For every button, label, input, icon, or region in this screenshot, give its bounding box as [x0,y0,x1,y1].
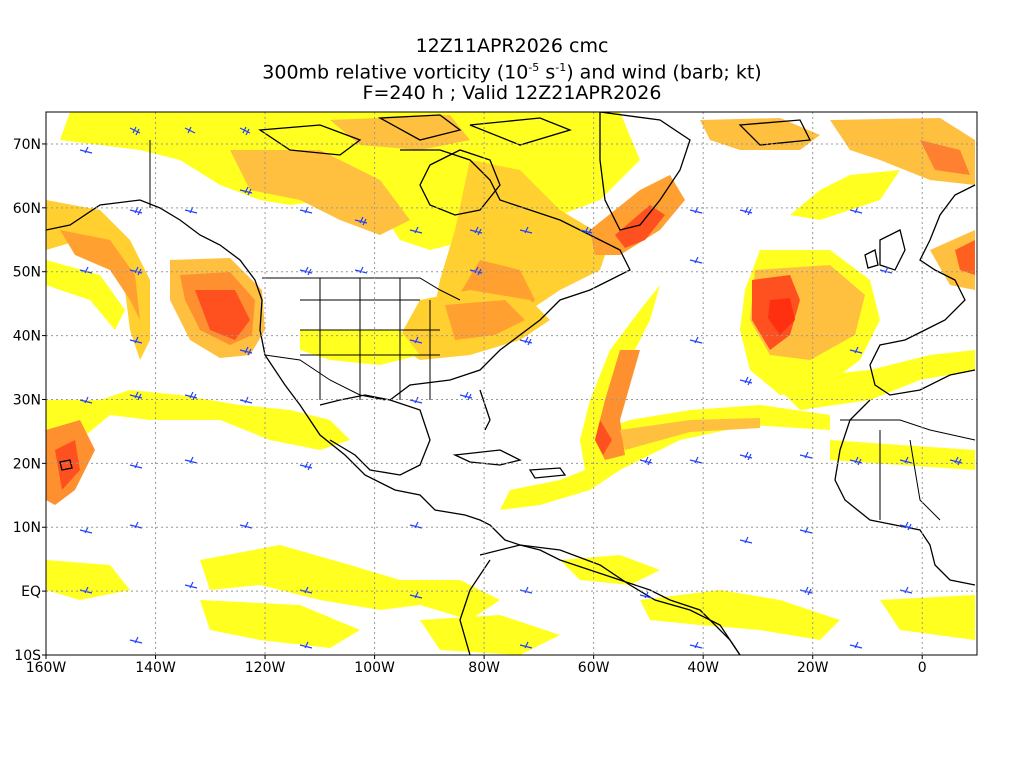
lat-label: 40N [13,329,41,345]
lon-label: 120W [245,660,286,676]
shade-central-atlantic-band [500,285,830,510]
coast-uk [864,229,906,271]
grid-lines [46,112,977,655]
coast-greenland [599,112,691,231]
lat-label: 30N [13,392,41,408]
lat-label: 50N [13,265,41,281]
coast-pacific-islands [59,459,73,471]
shade-canada-north-2 [230,150,410,235]
border-us-mexico [264,354,386,401]
lat-label: 20N [13,456,41,472]
lon-label: 60W [578,660,610,676]
coast-africa [834,399,976,586]
vorticity-shading [46,112,975,655]
coast-arctic-islands [258,114,812,156]
longitude-labels: 160W 140W 120W 100W 80W 60W 40W 20W 0 [26,655,927,676]
shade-subtropical-pacific [46,390,350,500]
lon-label: 140W [135,660,176,676]
coast-europe [869,184,976,396]
lon-label: 100W [354,660,395,676]
coast-caribbean [452,449,567,479]
wind-barbs [79,126,963,649]
lon-label: 0 [918,660,927,676]
lat-label: 10S [14,648,41,664]
border-us-canada [262,277,461,301]
coast-hudson-bay [419,149,501,216]
shade-east-atlantic-band [770,350,975,410]
shade-labrador [590,175,685,255]
lon-label: 80W [468,660,500,676]
lat-label: 60N [13,201,41,217]
title-block: 12Z11APR2026 cmc 300mb relative vorticit… [0,36,1024,104]
coastlines [46,112,976,655]
lon-label: 20W [797,660,829,676]
border-africa [840,419,976,521]
political-borders [149,140,976,521]
map-frame [45,111,978,656]
lon-label: 160W [26,660,67,676]
lat-label: EQ [21,584,41,600]
latitude-labels: 70N 60N 50N 40N 30N 20N 10N EQ 10S [13,137,46,664]
title-line-3: F=240 h ; Valid 12Z21APR2026 [362,82,662,105]
border-us-states [300,278,440,400]
title-line-2: 300mb relative vorticity (10-5 s-1) and … [262,61,762,84]
title-line-1: 12Z11APR2026 cmc [415,35,609,57]
lat-label: 10N [13,520,41,536]
lon-label: 40W [687,660,719,676]
coast-north-america [46,199,741,655]
coast-south-america [479,544,741,655]
lat-label: 70N [13,137,41,153]
